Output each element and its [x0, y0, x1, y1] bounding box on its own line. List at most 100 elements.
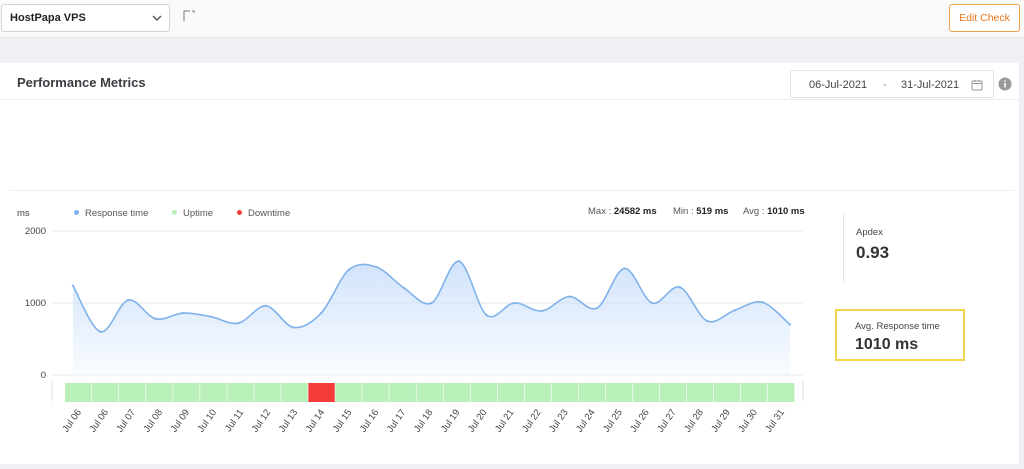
- legend-downtime[interactable]: Downtime: [237, 208, 290, 219]
- status-segment-up: [551, 383, 579, 402]
- status-segment-up: [416, 383, 443, 402]
- data-point: [788, 323, 792, 326]
- x-tick-label: Jul 18: [412, 407, 436, 434]
- stat-avg-value: 1010 ms: [767, 206, 805, 217]
- data-point: [209, 315, 213, 318]
- data-point: [623, 267, 626, 270]
- legend-response-time[interactable]: Response time: [74, 208, 148, 219]
- legend-dot: [172, 209, 177, 215]
- status-segment-up: [605, 383, 633, 402]
- status-segment-up: [146, 383, 173, 402]
- y-tick-label: 0: [41, 370, 46, 381]
- x-tick-label: Jul 22: [520, 407, 544, 434]
- date-range-picker[interactable]: 06-Jul-2021 - 31-Jul-2021: [790, 70, 994, 98]
- apdex-label: Apdex: [856, 227, 883, 238]
- avg-response-label: Avg. Response time: [855, 321, 940, 332]
- data-point: [595, 306, 599, 310]
- data-point: [126, 298, 130, 302]
- header-divider: [0, 99, 1019, 100]
- data-point: [761, 301, 764, 304]
- data-point: [650, 301, 654, 305]
- data-point: [182, 311, 185, 315]
- data-point: [154, 317, 157, 321]
- x-tick-label: Jul 28: [682, 407, 706, 434]
- x-tick-label: Jul 07: [114, 407, 138, 434]
- chevron-down-icon: [152, 15, 162, 21]
- status-segment-up: [632, 383, 660, 402]
- x-tick-label: Jul 17: [385, 407, 409, 434]
- status-segment-up: [92, 383, 119, 402]
- x-tick-label: Jul 31: [763, 407, 787, 434]
- date-from: 06-Jul-2021: [809, 79, 868, 91]
- status-segment-up: [335, 383, 362, 402]
- status-segment-up: [740, 383, 768, 402]
- edit-check-button[interactable]: Edit Check: [949, 4, 1020, 32]
- stat-min-label: Min :: [673, 206, 697, 217]
- y-tick-label: 2000: [25, 226, 46, 237]
- apdex-value: 0.93: [856, 243, 890, 262]
- x-tick-label: Jul 15: [331, 407, 355, 434]
- top-bar: HostPapa VPS Edit Check: [0, 0, 1024, 38]
- x-tick-label: Jul 19: [439, 407, 463, 434]
- card-title: Performance Metrics: [17, 75, 146, 90]
- stat-max-label: Max :: [588, 206, 614, 217]
- legend-uptime[interactable]: Uptime: [172, 208, 213, 219]
- x-tick-label: Jul 10: [196, 407, 220, 434]
- check-select[interactable]: HostPapa VPS: [1, 4, 170, 32]
- x-tick-label: Jul 29: [709, 407, 733, 434]
- status-segment-up: [659, 383, 687, 402]
- data-point: [375, 265, 378, 269]
- stat-avg-label: Avg :: [743, 206, 768, 217]
- expand-icon[interactable]: [183, 10, 195, 22]
- avg-response-value: 1010 ms: [855, 336, 919, 353]
- x-tick-label: Jul 06: [87, 407, 111, 434]
- data-point: [292, 326, 295, 329]
- status-segment-up: [119, 383, 146, 402]
- legend-label: Uptime: [183, 208, 214, 219]
- status-segment-up: [443, 383, 470, 402]
- status-segment-up: [686, 383, 714, 402]
- legend-dot: [74, 209, 79, 215]
- data-point: [678, 285, 681, 289]
- data-point: [540, 309, 544, 313]
- status-segment-down: [308, 383, 335, 402]
- response-time-area: [73, 261, 790, 375]
- info-icon[interactable]: [998, 77, 1012, 91]
- data-point: [568, 295, 571, 298]
- status-segment-up: [767, 383, 795, 402]
- x-tick-label: Jul 14: [304, 407, 328, 434]
- status-segment-up: [200, 383, 227, 402]
- stat-min-value: 519 ms: [696, 206, 729, 217]
- status-segment-up: [65, 383, 92, 402]
- data-point: [99, 330, 102, 333]
- x-tick-label: Jul 06: [60, 407, 84, 434]
- stat-max: Max : 24582 ms: [588, 206, 657, 217]
- x-tick-label: Jul 08: [142, 407, 166, 434]
- section-divider: [10, 190, 1014, 191]
- data-point: [71, 284, 75, 287]
- status-segment-up: [281, 383, 308, 402]
- legend-label: Downtime: [248, 208, 291, 219]
- status-segment-up: [578, 383, 606, 402]
- x-tick-label: Jul 23: [547, 407, 571, 434]
- status-segment-up: [713, 383, 741, 402]
- y-unit-label: ms: [17, 208, 30, 219]
- stat-avg: Avg : 1010 ms: [743, 206, 805, 217]
- x-tick-label: Jul 24: [574, 407, 598, 434]
- legend-label: Response time: [85, 208, 149, 219]
- data-point: [347, 268, 350, 272]
- data-point: [733, 309, 737, 312]
- check-select-value: HostPapa VPS: [10, 12, 86, 24]
- x-tick-label: Jul 25: [601, 407, 625, 434]
- status-segment-up: [173, 383, 200, 402]
- status-segment-up: [254, 383, 281, 402]
- x-tick-label: Jul 16: [358, 407, 382, 434]
- performance-metrics-card: Performance Metrics 06-Jul-2021 - 31-Jul…: [0, 63, 1019, 464]
- status-segment-up: [524, 383, 552, 402]
- date-to: 31-Jul-2021: [901, 79, 960, 91]
- stat-min: Min : 519 ms: [673, 206, 728, 217]
- data-point: [237, 321, 240, 325]
- apdex-panel: Apdex 0.93: [843, 213, 973, 283]
- calendar-icon: [971, 80, 983, 91]
